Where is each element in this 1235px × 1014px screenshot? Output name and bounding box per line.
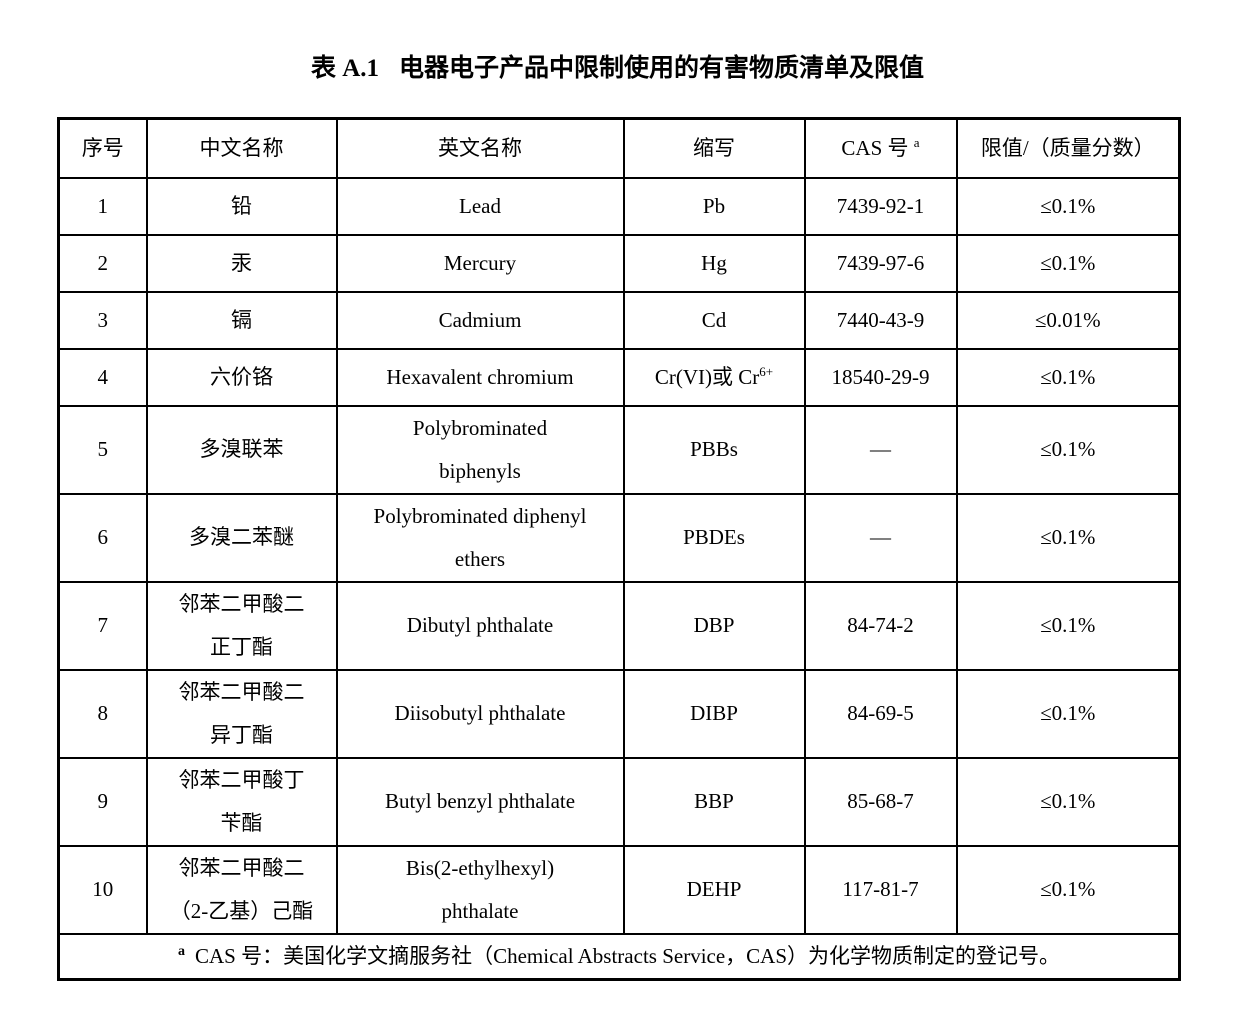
header-cn-name: 中文名称 [145,117,338,179]
table-row: 1 铅 Lead Pb 7439-92-1 ≤0.1% [57,176,1181,236]
cell-abbr: BBP [622,756,806,847]
cell-no: 3 [57,290,148,350]
cell-limit: ≤0.1% [955,756,1181,847]
header-limit: 限值/（质量分数） [955,117,1181,179]
cell-cas: 7439-92-1 [803,176,958,236]
table-row: 8 邻苯二甲酸二 异丁酯 Diisobutyl phthalate DIBP 8… [57,668,1181,759]
cell-no: 4 [57,347,148,407]
cell-en-name: Butyl benzyl phthalate [335,756,625,847]
cell-cn-name: 六价铬 [145,347,338,407]
cell-en-name: Diisobutyl phthalate [335,668,625,759]
header-abbr: 缩写 [622,117,806,179]
cell-cas: 7440-43-9 [803,290,958,350]
cell-no: 10 [57,844,148,935]
cell-abbr: DBP [622,580,806,671]
cell-no: 8 [57,668,148,759]
cell-cn-name: 邻苯二甲酸二 正丁酯 [145,580,338,671]
cell-cas: 84-69-5 [803,668,958,759]
header-cas-footnote-marker: a [913,134,920,150]
cell-en-name: Mercury [335,233,625,293]
cell-cn-name: 邻苯二甲酸二 异丁酯 [145,668,338,759]
cell-cn-name: 铅 [145,176,338,236]
hazardous-substances-table: 序号 中文名称 英文名称 缩写 CAS 号 a 限值/（质量分数） 1 铅 Le… [57,117,1181,981]
cell-cas: 85-68-7 [803,756,958,847]
cell-no: 1 [57,176,148,236]
cell-cas: — [803,404,958,495]
cell-en-name: Hexavalent chromium [335,347,625,407]
cell-limit: ≤0.1% [955,404,1181,495]
cell-abbr: PBDEs [622,492,806,583]
cell-en-name: Bis(2-ethylhexyl) phthalate [335,844,625,935]
cell-abbr: Hg [622,233,806,293]
footnote-text: CAS 号：美国化学文摘服务社（Chemical Abstracts Servi… [194,943,1061,968]
table-row: 6 多溴二苯醚 Polybrominated diphenyl ethers P… [57,492,1181,583]
header-cas: CAS 号 a [803,117,958,179]
cell-abbr: DEHP [622,844,806,935]
table-row: 10 邻苯二甲酸二 （2-乙基）己酯 Bis(2-ethylhexyl) pht… [57,844,1181,935]
cell-en-name: Polybrominated biphenyls [335,404,625,495]
table-row: 2 汞 Mercury Hg 7439-97-6 ≤0.1% [57,233,1181,293]
cell-cas: — [803,492,958,583]
cell-limit: ≤0.1% [955,580,1181,671]
table-row: 5 多溴联苯 Polybrominated biphenyls PBBs — ≤… [57,404,1181,495]
cell-abbr: Cr(VI)或 Cr6+ [622,347,806,407]
table-row: 9 邻苯二甲酸丁 苄酯 Butyl benzyl phthalate BBP 8… [57,756,1181,847]
cell-abbr: Pb [622,176,806,236]
abbr-superscript: 6+ [759,363,774,379]
cell-no: 7 [57,580,148,671]
table-caption: 表 A.1 电器电子产品中限制使用的有害物质清单及限值 [0,0,1235,86]
cell-cn-name: 镉 [145,290,338,350]
table-row: 7 邻苯二甲酸二 正丁酯 Dibutyl phthalate DBP 84-74… [57,580,1181,671]
table-footnote-row: a CAS 号：美国化学文摘服务社（Chemical Abstracts Serv… [57,932,1181,980]
cell-limit: ≤0.1% [955,347,1181,407]
cell-en-name: Cadmium [335,290,625,350]
table-row: 3 镉 Cadmium Cd 7440-43-9 ≤0.01% [57,290,1181,350]
cell-cas: 84-74-2 [803,580,958,671]
cell-limit: ≤0.1% [955,176,1181,236]
table-caption-label: 表 A.1 [310,55,380,82]
cell-no: 5 [57,404,148,495]
cell-abbr: DIBP [622,668,806,759]
cell-cn-name: 多溴联苯 [145,404,338,495]
header-en-name: 英文名称 [335,117,625,179]
cell-cn-name: 邻苯二甲酸二 （2-乙基）己酯 [145,844,338,935]
table-header-row: 序号 中文名称 英文名称 缩写 CAS 号 a 限值/（质量分数） [57,117,1181,179]
cell-limit: ≤0.1% [955,668,1181,759]
cell-abbr: PBBs [622,404,806,495]
cell-no: 2 [57,233,148,293]
cell-en-name: Polybrominated diphenyl ethers [335,492,625,583]
cell-cn-name: 汞 [145,233,338,293]
cell-limit: ≤0.1% [955,492,1181,583]
cell-en-name: Dibutyl phthalate [335,580,625,671]
cell-en-name: Lead [335,176,625,236]
cell-limit: ≤0.1% [955,233,1181,293]
cell-cas: 117-81-7 [803,844,958,935]
table-row: 4 六价铬 Hexavalent chromium Cr(VI)或 Cr6+ 1… [57,347,1181,407]
footnote: a CAS 号：美国化学文摘服务社（Chemical Abstracts Serv… [57,932,1181,980]
cell-limit: ≤0.01% [955,290,1181,350]
cell-cn-name: 多溴二苯醚 [145,492,338,583]
cell-limit: ≤0.1% [955,844,1181,935]
cell-cas: 18540-29-9 [803,347,958,407]
cell-abbr: Cd [622,290,806,350]
cell-no: 9 [57,756,148,847]
cell-no: 6 [57,492,148,583]
header-no: 序号 [57,117,148,179]
table-caption-text: 电器电子产品中限制使用的有害物质清单及限值 [399,55,925,82]
cell-cas: 7439-97-6 [803,233,958,293]
footnote-marker: a [177,943,185,959]
cell-cn-name: 邻苯二甲酸丁 苄酯 [145,756,338,847]
